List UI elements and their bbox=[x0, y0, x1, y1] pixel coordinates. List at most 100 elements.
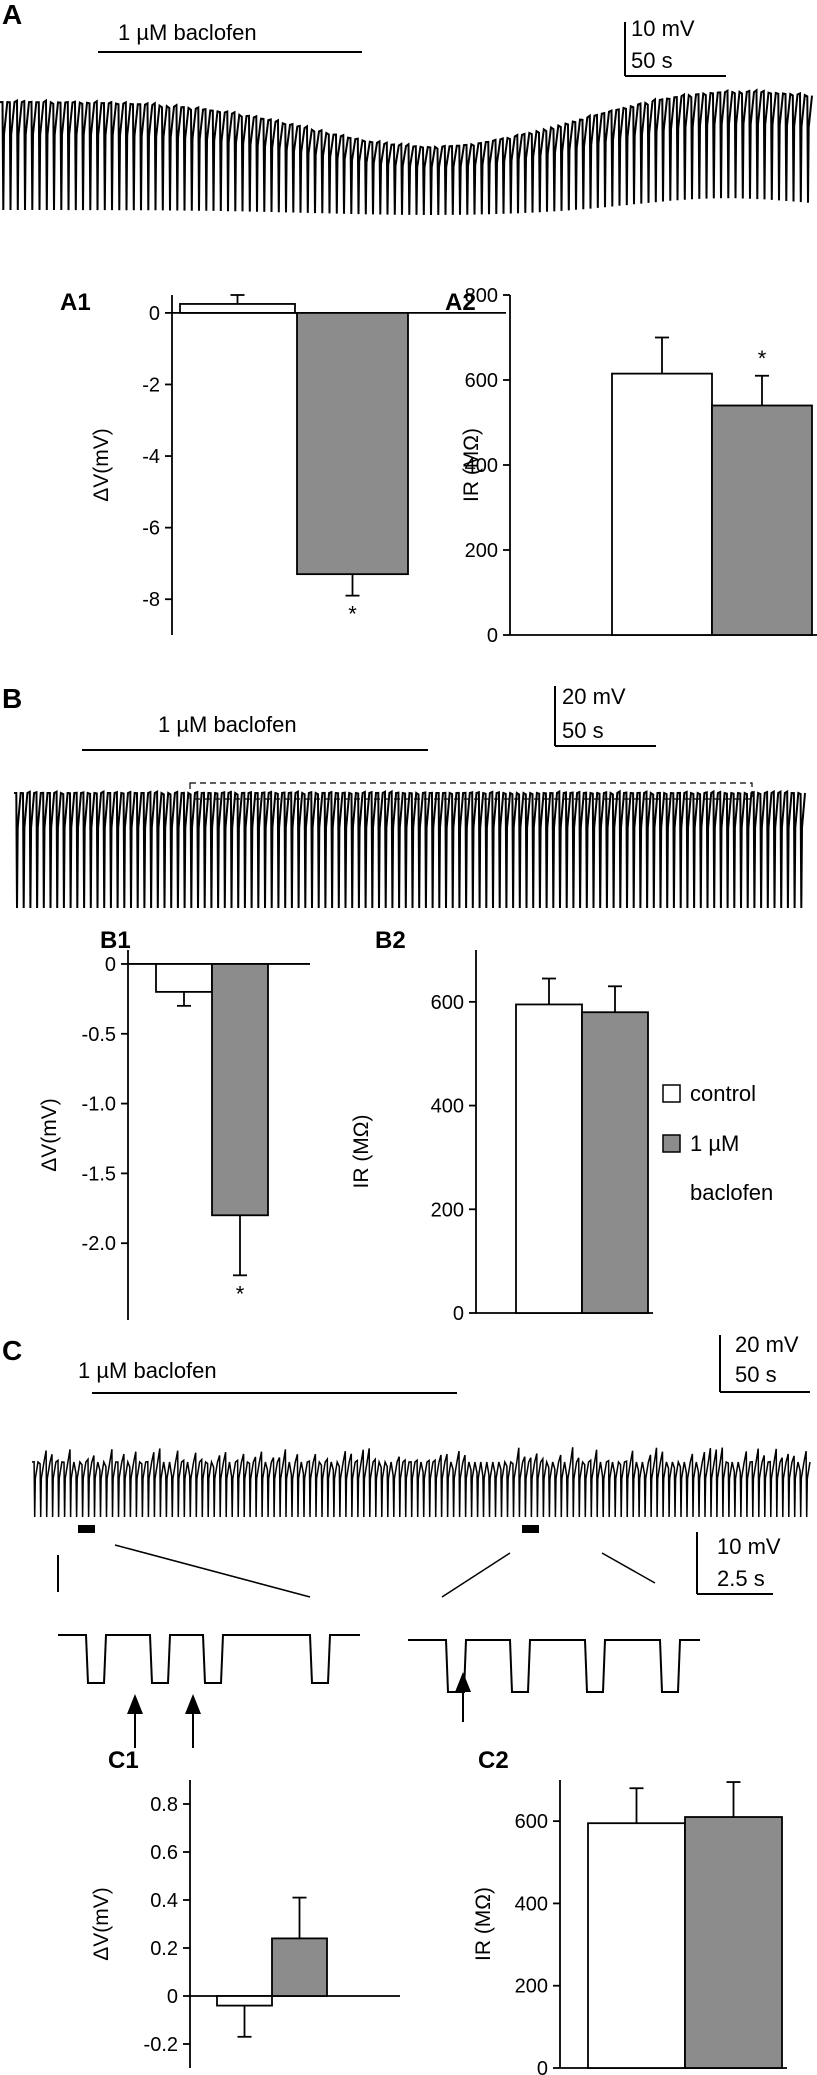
chart-c1: C1 0.8 0.6 0.4 0.2 0 -0.2 ΔV(mV) bbox=[90, 1747, 400, 2068]
panel-b-letter: B bbox=[2, 683, 22, 714]
b2-y-tick-label: 400 bbox=[431, 1096, 464, 1118]
chart-b1: B10 -0.5 -1.0 -1.5 -2.0 ΔV(mV) * bbox=[38, 927, 310, 1320]
b1-y-tick-label: 0 bbox=[105, 954, 116, 976]
c2-y-tick-label: 400 bbox=[515, 1893, 548, 1915]
panel-c-zoom-line-left bbox=[114, 1544, 311, 1598]
a1-title: A1 bbox=[60, 289, 91, 316]
panel-c-scale-t: 50 s bbox=[735, 1362, 777, 1387]
a2-bar-baclofen bbox=[711, 404, 813, 636]
b1-y-tick-label: -2.0 bbox=[82, 1233, 116, 1255]
b2-y-tick-label: 0 bbox=[453, 1303, 464, 1325]
panel-a-scale-bar: 10 mV 50 s bbox=[624, 16, 726, 77]
c2-y-label: IR (MΩ) bbox=[472, 1887, 495, 1961]
panel-c-voltage-trace bbox=[31, 1447, 811, 1518]
c1-y-tick-label: 0 bbox=[167, 1986, 178, 2008]
a2-y-tick-label: 400 bbox=[465, 455, 498, 477]
panel-a-drug-label: 1 µM baclofen bbox=[118, 20, 257, 45]
a2-y-label: IR (MΩ) bbox=[460, 428, 483, 502]
c1-bar-control bbox=[216, 1995, 273, 2007]
c2-y-tick-label: 0 bbox=[537, 2058, 548, 2075]
legend-control-swatch bbox=[662, 1084, 681, 1103]
panel-c-arrow-2 bbox=[185, 1694, 201, 1748]
panel-a-scale-v: 10 mV bbox=[631, 16, 695, 41]
b1-y-tick-label: -1.0 bbox=[82, 1094, 116, 1116]
a1-y-tick-label: -8 bbox=[142, 589, 160, 611]
a1-y-tick-label: -4 bbox=[142, 446, 160, 468]
panel-c-letter: C bbox=[2, 1335, 22, 1366]
a1-y-label: ΔV(mV) bbox=[90, 428, 113, 502]
c1-bar-baclofen bbox=[271, 1937, 328, 1997]
c2-bar-baclofen bbox=[684, 1816, 783, 2069]
c1-y-tick-label: 0.2 bbox=[150, 1938, 178, 1960]
panel-b-voltage-trace bbox=[14, 789, 806, 909]
a1-y-tick-label: -2 bbox=[142, 374, 160, 396]
b1-title: B1 bbox=[100, 927, 131, 954]
panel-c-arrow-1 bbox=[127, 1694, 143, 1748]
panel-c-inset-scale-bar: 10 mV 2.5 s bbox=[696, 1532, 781, 1595]
panel-c-zoom-mark-control bbox=[78, 1525, 95, 1533]
panel-b-drug-label: 1 µM baclofen bbox=[158, 712, 297, 737]
panel-b-scale-t: 50 s bbox=[562, 718, 604, 743]
legend-control-label: control bbox=[690, 1081, 756, 1106]
panel-c-inset-trace-control bbox=[58, 1634, 360, 1684]
a2-title: A2 bbox=[445, 289, 476, 316]
panel-c-drug-label: 1 µM baclofen bbox=[78, 1358, 217, 1383]
b2-bar-control bbox=[515, 1003, 583, 1314]
b1-bar-baclofen bbox=[211, 963, 269, 1217]
a1-y-tick-label: 0 bbox=[149, 303, 160, 325]
a2-y-tick-label: 600 bbox=[465, 370, 498, 392]
legend-baclofen-swatch bbox=[662, 1134, 681, 1153]
a1-significance: * bbox=[348, 602, 357, 627]
legend-baclofen-label-line2: baclofen bbox=[690, 1180, 773, 1205]
c1-y-tick-label: 0.4 bbox=[150, 1890, 178, 1912]
b1-y-tick-label: -0.5 bbox=[82, 1024, 116, 1046]
panel-c-zoom-mark-baclofen bbox=[522, 1525, 539, 1533]
b2-y-tick-label: 600 bbox=[431, 992, 464, 1014]
legend-baclofen-label-line1: 1 µM bbox=[690, 1131, 739, 1156]
b1-y-label: ΔV(mV) bbox=[38, 1098, 61, 1172]
chart-c2: C2 0 200 400 600 IR (MΩ) bbox=[472, 1747, 787, 2075]
a2-bar-control bbox=[611, 372, 713, 636]
b1-significance: * bbox=[236, 1281, 245, 1306]
c2-title: C2 bbox=[478, 1747, 509, 1774]
panel-b-scale-v: 20 mV bbox=[562, 684, 626, 709]
panel-c-scale-v: 20 mV bbox=[735, 1332, 799, 1357]
a2-y-tick-label: 800 bbox=[465, 285, 498, 307]
panel-b-dashed-box bbox=[189, 782, 753, 800]
a2-y-tick-label: 200 bbox=[465, 540, 498, 562]
panel-c-zoom-line-mid bbox=[441, 1552, 511, 1598]
chart-a1: A1 0 -2 -4 -6 -8 ΔV(mV) * bbox=[60, 289, 506, 635]
a1-bar-control bbox=[179, 303, 296, 314]
b2-y-tick-label: 200 bbox=[431, 1199, 464, 1221]
legend: control 1 µM baclofen bbox=[662, 1081, 773, 1205]
panel-a-letter: A bbox=[2, 0, 22, 30]
b2-bar-baclofen bbox=[581, 1011, 649, 1314]
b2-y-label: IR (MΩ) bbox=[350, 1114, 373, 1188]
c2-y-tick-label: 600 bbox=[515, 1811, 548, 1833]
b1-bar-control bbox=[155, 963, 213, 993]
panel-a-voltage-trace bbox=[0, 88, 813, 216]
panel-a-scale-t: 50 s bbox=[631, 48, 673, 73]
a1-y-tick-label: -6 bbox=[142, 518, 160, 540]
panel-c-inset-scale-v: 10 mV bbox=[717, 1534, 781, 1559]
a2-significance: * bbox=[758, 346, 767, 371]
b2-title: B2 bbox=[375, 927, 406, 954]
c1-y-tick-label: -0.2 bbox=[144, 2034, 178, 2056]
a2-y-tick-label: 0 bbox=[487, 625, 498, 647]
panel-c-inset-scale-t: 2.5 s bbox=[717, 1566, 765, 1591]
c1-y-tick-label: 0.6 bbox=[150, 1842, 178, 1864]
b1-y-tick-label: -1.5 bbox=[82, 1163, 116, 1185]
c2-y-tick-label: 200 bbox=[515, 1976, 548, 1998]
c1-y-label: ΔV(mV) bbox=[90, 1887, 113, 1961]
c2-bar-control bbox=[587, 1822, 686, 2069]
c1-title: C1 bbox=[108, 1747, 139, 1774]
chart-a2: A2 0 200 400 600 800 IR (MΩ) * bbox=[445, 285, 817, 647]
panel-c-arrow-3 bbox=[455, 1672, 471, 1722]
c1-y-tick-label: 0.8 bbox=[150, 1794, 178, 1816]
panel-c-zoom-line-right bbox=[601, 1552, 656, 1584]
panel-c-scale-bar: 20 mV 50 s bbox=[719, 1332, 810, 1393]
panel-c-inset-trace-baclofen bbox=[408, 1639, 700, 1693]
chart-b2: B2 0 200 400 600 IR (MΩ) bbox=[350, 927, 653, 1325]
panel-b-scale-bar: 20 mV 50 s bbox=[554, 684, 656, 747]
